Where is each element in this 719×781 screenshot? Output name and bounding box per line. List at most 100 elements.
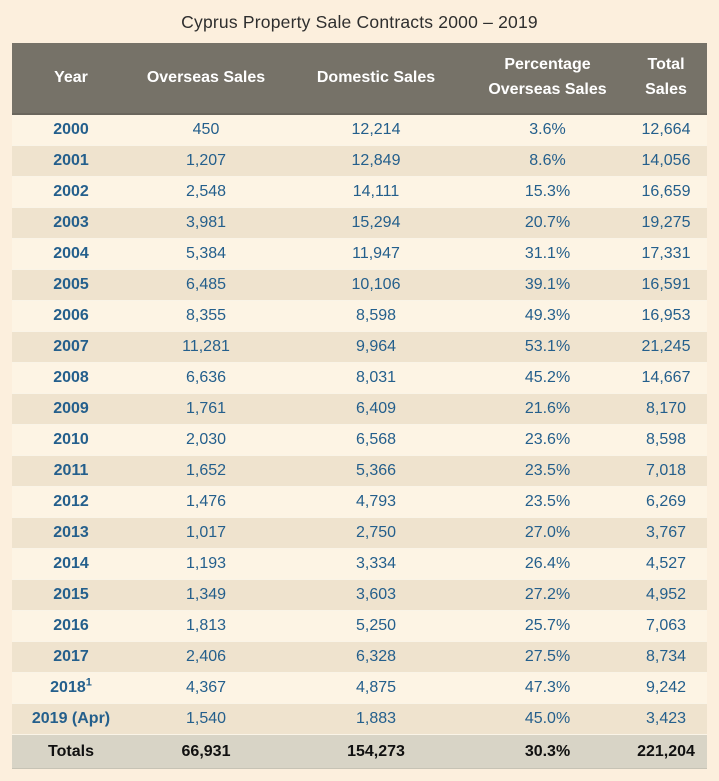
property-sales-table: Year Overseas Sales Domestic Sales Perce…: [12, 43, 707, 769]
year-cell: 2004: [12, 238, 130, 270]
domestic-sales-cell: 4,875: [282, 672, 470, 704]
overseas-sales-cell: 2,030: [130, 424, 282, 456]
domestic-sales-cell: 12,849: [282, 145, 470, 177]
total-sales-cell: 16,953: [625, 300, 707, 332]
percentage-overseas-cell: 23.5%: [470, 455, 625, 487]
total-sales-cell: 4,527: [625, 548, 707, 580]
domestic-sales-cell: 5,250: [282, 610, 470, 642]
table-row: 2004 5,384 11,947 31.1% 17,331: [12, 238, 707, 270]
domestic-sales-cell: 3,334: [282, 548, 470, 580]
year-label: 2010: [53, 431, 89, 448]
overseas-sales-cell: 3,981: [130, 207, 282, 239]
percentage-overseas-cell: 45.2%: [470, 362, 625, 394]
table-row: 2006 8,355 8,598 49.3% 16,953: [12, 300, 707, 332]
percentage-overseas-cell: 27.5%: [470, 641, 625, 673]
domestic-sales-cell: 6,409: [282, 393, 470, 425]
year-cell: 2017: [12, 641, 130, 673]
year-label: 2016: [53, 617, 89, 634]
domestic-sales-cell: 3,603: [282, 579, 470, 611]
domestic-sales-cell: 8,031: [282, 362, 470, 394]
overseas-sales-cell: 1,349: [130, 579, 282, 611]
total-sales-cell: 7,018: [625, 455, 707, 487]
table-row: 2015 1,349 3,603 27.2% 4,952: [12, 579, 707, 611]
overseas-sales-cell: 1,761: [130, 393, 282, 425]
table-row: 2011 1,652 5,366 23.5% 7,018: [12, 455, 707, 487]
year-cell: 2015: [12, 579, 130, 611]
percentage-overseas-cell: 53.1%: [470, 331, 625, 363]
percentage-overseas-cell: 49.3%: [470, 300, 625, 332]
totals-label: Totals: [12, 734, 130, 769]
overseas-sales-cell: 450: [130, 114, 282, 146]
year-cell: 2007: [12, 331, 130, 363]
overseas-sales-cell: 5,384: [130, 238, 282, 270]
table-row: 2013 1,017 2,750 27.0% 3,767: [12, 517, 707, 549]
year-label: 2000: [53, 121, 89, 138]
table-row: 20181 4,367 4,875 47.3% 9,242: [12, 672, 707, 704]
year-label: 2007: [53, 338, 89, 355]
total-sales-cell: 3,767: [625, 517, 707, 549]
domestic-sales-cell: 5,366: [282, 455, 470, 487]
year-cell: 20181: [12, 672, 130, 704]
total-sales-cell: 12,664: [625, 114, 707, 146]
percentage-overseas-cell: 20.7%: [470, 207, 625, 239]
total-sales-cell: 17,331: [625, 238, 707, 270]
year-cell: 2009: [12, 393, 130, 425]
total-sales-cell: 16,659: [625, 176, 707, 208]
overseas-sales-cell: 1,540: [130, 703, 282, 735]
domestic-sales-cell: 6,568: [282, 424, 470, 456]
domestic-sales-cell: 1,883: [282, 703, 470, 735]
year-cell: 2011: [12, 455, 130, 487]
overseas-sales-cell: 1,193: [130, 548, 282, 580]
year-cell: 2000: [12, 114, 130, 146]
column-header-percentage-overseas-sales: Percentage Overseas Sales: [470, 43, 625, 115]
overseas-sales-cell: 1,207: [130, 145, 282, 177]
year-cell: 2002: [12, 176, 130, 208]
overseas-sales-cell: 11,281: [130, 331, 282, 363]
year-label: 2001: [53, 152, 89, 169]
year-label: 2013: [53, 524, 89, 541]
table-header: Year Overseas Sales Domestic Sales Perce…: [12, 43, 707, 115]
year-cell: 2013: [12, 517, 130, 549]
column-header-total-sales: Total Sales: [625, 43, 707, 115]
table-row: 2000 450 12,214 3.6% 12,664: [12, 114, 707, 146]
year-cell: 2005: [12, 269, 130, 301]
domestic-sales-cell: 14,111: [282, 176, 470, 208]
year-label: 2014: [53, 555, 89, 572]
overseas-sales-cell: 6,636: [130, 362, 282, 394]
totals-row: Totals 66,931 154,273 30.3% 221,204: [12, 734, 707, 769]
percentage-overseas-cell: 45.0%: [470, 703, 625, 735]
year-label: 2019 (Apr): [31, 710, 111, 727]
totals-total-sales: 221,204: [625, 734, 707, 769]
overseas-sales-cell: 2,406: [130, 641, 282, 673]
percentage-overseas-cell: 47.3%: [470, 672, 625, 704]
domestic-sales-cell: 12,214: [282, 114, 470, 146]
year-cell: 2010: [12, 424, 130, 456]
percentage-overseas-cell: 3.6%: [470, 114, 625, 146]
table-row: 2005 6,485 10,106 39.1% 16,591: [12, 269, 707, 301]
total-sales-cell: 14,667: [625, 362, 707, 394]
overseas-sales-cell: 1,476: [130, 486, 282, 518]
table-row: 2017 2,406 6,328 27.5% 8,734: [12, 641, 707, 673]
table-row: 2014 1,193 3,334 26.4% 4,527: [12, 548, 707, 580]
total-sales-cell: 8,170: [625, 393, 707, 425]
year-cell: 2001: [12, 145, 130, 177]
column-header-domestic-sales: Domestic Sales: [282, 43, 470, 115]
total-sales-cell: 16,591: [625, 269, 707, 301]
year-cell: 2006: [12, 300, 130, 332]
percentage-overseas-cell: 27.2%: [470, 579, 625, 611]
year-label: 2015: [53, 586, 89, 603]
table-row: 2009 1,761 6,409 21.6% 8,170: [12, 393, 707, 425]
page-title: Cyprus Property Sale Contracts 2000 – 20…: [181, 12, 538, 32]
year-label: 2012: [53, 493, 89, 510]
total-sales-cell: 14,056: [625, 145, 707, 177]
table-row: 2010 2,030 6,568 23.6% 8,598: [12, 424, 707, 456]
table-row: 2007 11,281 9,964 53.1% 21,245: [12, 331, 707, 363]
domestic-sales-cell: 9,964: [282, 331, 470, 363]
table-row: 2012 1,476 4,793 23.5% 6,269: [12, 486, 707, 518]
totals-percentage-overseas-sales: 30.3%: [470, 734, 625, 769]
year-cell: 2008: [12, 362, 130, 394]
year-label: 2006: [53, 307, 89, 324]
overseas-sales-cell: 1,813: [130, 610, 282, 642]
domestic-sales-cell: 15,294: [282, 207, 470, 239]
domestic-sales-cell: 6,328: [282, 641, 470, 673]
